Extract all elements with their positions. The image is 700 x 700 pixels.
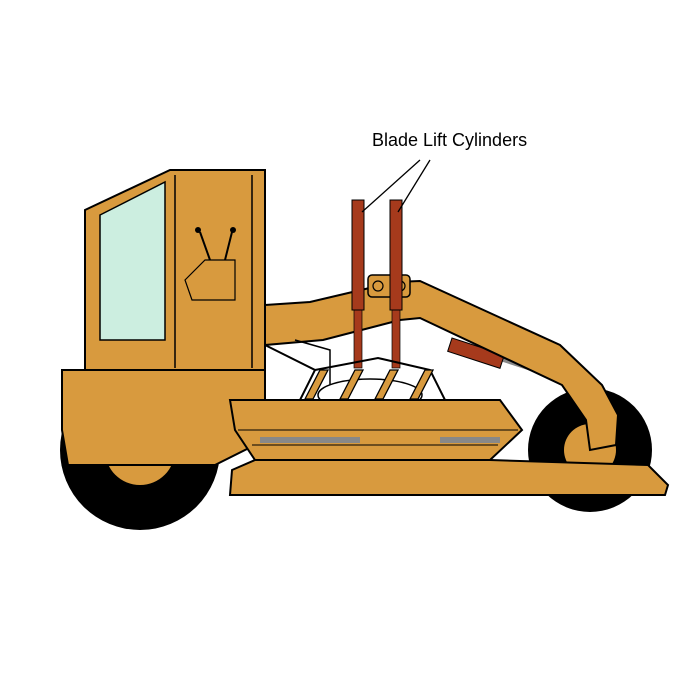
tines: [305, 370, 433, 399]
blade-lift-cylinders-label: Blade Lift Cylinders: [372, 130, 527, 151]
grader-diagram: Blade Lift Cylinders: [0, 0, 700, 700]
cylinder-hub: [368, 275, 410, 297]
cab: [85, 170, 265, 370]
grader-svg: [0, 0, 700, 700]
blade-lift-cylinder-right: [390, 200, 402, 368]
blade-lift-cylinder-left: [352, 200, 364, 368]
